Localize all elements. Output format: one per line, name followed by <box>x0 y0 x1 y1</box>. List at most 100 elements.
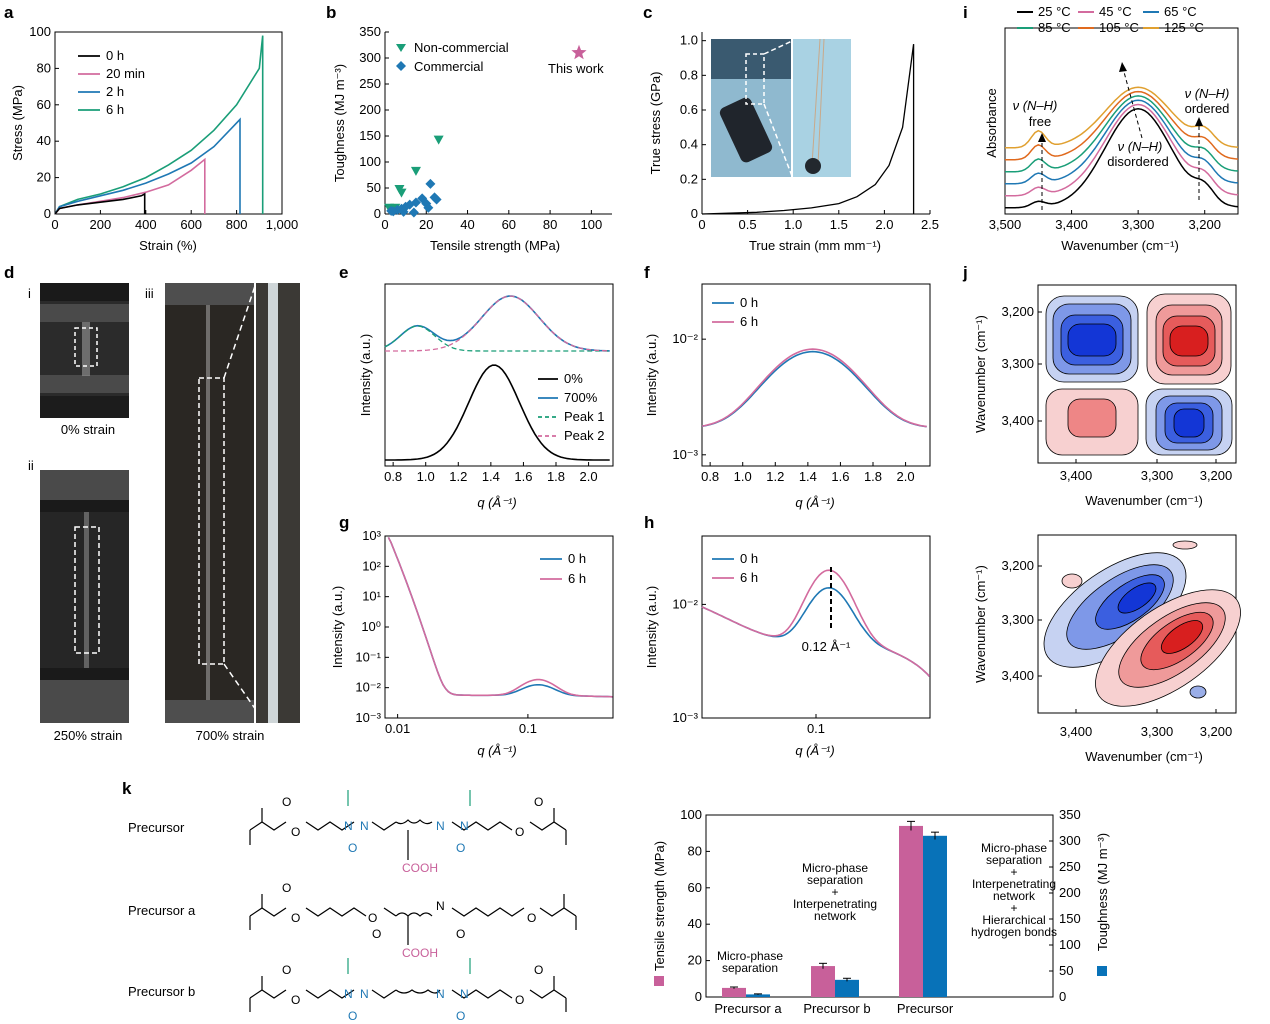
label-precursor: Precursor <box>128 820 185 835</box>
x-tick-label: 80 <box>543 217 557 232</box>
y-tick-label: 100 <box>680 807 702 822</box>
x-tick-label: 2.0 <box>897 469 915 484</box>
waxs-line <box>701 348 927 428</box>
panel-h-frame <box>701 535 931 719</box>
x-tick-label: 0.8 <box>384 469 402 484</box>
saxs-0-line <box>385 364 610 461</box>
bar-annotation: Hierarchical <box>982 913 1045 927</box>
bar-annotation: network <box>814 909 857 923</box>
bar-toughness <box>835 979 859 997</box>
atom-n: N <box>460 987 469 1001</box>
x-tick-label: 100 <box>581 217 603 232</box>
y-tick-label: 0 <box>44 206 51 221</box>
y-tick-label: 10⁻³ <box>672 447 698 462</box>
atom-n: N <box>460 819 469 833</box>
bar-annotation: Interpenetrating <box>972 877 1056 891</box>
y-tick-label: 3,400 <box>1001 413 1034 428</box>
y2-tick-label: 100 <box>1059 937 1081 952</box>
y2-tick-label: 350 <box>1059 807 1081 822</box>
panel-i-chart: Absorbance Wavenumber (cm⁻¹) 3,500 3,400 3… <box>984 4 1239 253</box>
legend-label: 0% <box>564 371 583 386</box>
x-tick-label: 1.4 <box>482 469 500 484</box>
x-tick-label: 3,300 <box>1141 468 1174 483</box>
y-tick-label: 250 <box>359 76 381 91</box>
panel-label-k: k <box>122 779 132 798</box>
photo-0-strain <box>40 283 129 418</box>
panel-a-xlabel: Strain (%) <box>139 238 197 253</box>
x-tick-label: 0 <box>698 217 705 232</box>
panel-label-j: j <box>962 263 968 282</box>
x-tick-label: 0.1 <box>807 721 825 736</box>
x-tick-label: 200 <box>90 217 112 232</box>
atom-o: O <box>456 1009 465 1023</box>
legend-diamond-icon <box>396 61 406 71</box>
panel-k-bar-chart: Tensile strength (MPa) Toughness (MJ m⁻³… <box>652 807 1110 1016</box>
y-tick-label: 10² <box>362 558 381 573</box>
bar-annotation: Micro-phase <box>717 949 783 963</box>
y-tick-label: 200 <box>359 102 381 117</box>
x-tick-label: 2.0 <box>875 217 893 232</box>
panel-k-frame <box>705 814 1054 998</box>
legend-label: 700% <box>564 390 598 405</box>
panel-label-d: d <box>4 263 14 282</box>
y-tick-label: 10⁻² <box>355 680 381 695</box>
legend-label: 6 h <box>568 571 586 586</box>
label-precursor-b: Precursor b <box>128 984 195 999</box>
y-tick-label: 3,400 <box>1001 668 1034 683</box>
y-tick-label: 300 <box>359 50 381 65</box>
x-tick-label: 0 <box>381 217 388 232</box>
x-tick-label: 2.5 <box>921 217 939 232</box>
panel-g-ylabel: Intensity (a.u.) <box>330 586 345 668</box>
x-tick-label: 2.0 <box>580 469 598 484</box>
y-tick-label: 50 <box>367 180 381 195</box>
stress-strain-line <box>54 192 146 215</box>
y-tick-label: 40 <box>37 133 51 148</box>
bar-toughness <box>923 835 947 997</box>
legend-label: 25 °C <box>1038 4 1071 19</box>
legend-label: This work <box>548 61 604 76</box>
x-tick-label: 3,200 <box>1200 724 1233 739</box>
panel-i-frame <box>1004 27 1239 215</box>
y-tick-label: 1.0 <box>680 33 698 48</box>
x-tick-label: 1.5 <box>830 217 848 232</box>
atom-o: O <box>456 927 465 941</box>
y-tick-label: 0 <box>691 206 698 221</box>
atom-o: O <box>515 825 524 839</box>
y-tick-label: 3,200 <box>1001 304 1034 319</box>
y-tick-label: 100 <box>359 154 381 169</box>
legend-label: Non-commercial <box>414 40 509 55</box>
panel-f-ylabel: Intensity (a.u.) <box>644 334 659 416</box>
x-tick-label: 1.6 <box>514 469 532 484</box>
x-tick-label: 0.01 <box>385 721 410 736</box>
panel-f-xlabel: q (Å⁻¹) <box>795 495 834 510</box>
atom-n: N <box>436 899 445 913</box>
true-stress-line <box>701 44 915 215</box>
panel-h-annotation: 0.12 Å⁻¹ <box>802 639 851 654</box>
panel-a-frame <box>54 31 283 215</box>
atom-o: O <box>282 881 291 895</box>
this-work-star <box>571 44 587 60</box>
noncommercial-point <box>410 166 421 176</box>
commercial-point <box>408 207 419 218</box>
caption-0-strain: 0% strain <box>61 422 115 437</box>
x-tick-label: 3,200 <box>1188 217 1221 232</box>
panel-j1-xlabel: Wavenumber (cm⁻¹) <box>1085 493 1203 508</box>
atom-o: O <box>348 1009 357 1023</box>
x-tick-label: 3,400 <box>1055 217 1088 232</box>
panel-i-annotations: ν (N–H) free ν (N–H) ordered ν (N–H) dis… <box>1013 62 1229 210</box>
bar-annotation: Interpenetrating <box>793 897 877 911</box>
y-tick-label: 0 <box>695 989 702 1004</box>
category-label: Precursor <box>897 1001 954 1016</box>
legend-label: Commercial <box>414 59 483 74</box>
legend-label: 125 °C <box>1164 20 1204 35</box>
panel-k-y2label: Toughness (MJ m⁻³) <box>1095 833 1110 951</box>
x-tick-label: 1.0 <box>417 469 435 484</box>
atom-n: N <box>344 987 353 1001</box>
bar-annotation: Micro-phase <box>981 841 1047 855</box>
panel-e-chart: Intensity (a.u.) q (Å⁻¹) 0.8 1.0 1.2 1.4 1.6… <box>358 283 614 510</box>
y2-tick-label: 300 <box>1059 833 1081 848</box>
peak1-line <box>384 325 610 352</box>
commercial-point <box>398 206 409 217</box>
panel-h-xlabel: q (Å⁻¹) <box>795 743 834 758</box>
